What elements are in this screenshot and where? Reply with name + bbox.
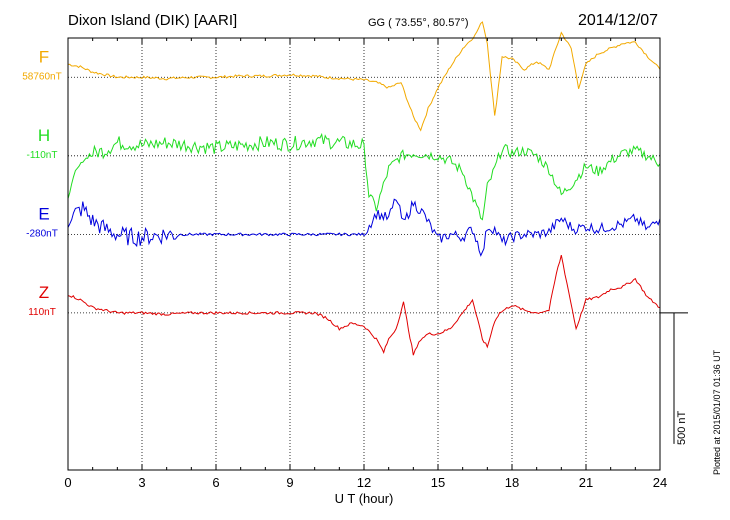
x-tick-label: 9 <box>286 475 293 490</box>
series-label-h: H <box>38 126 50 145</box>
geographic-coordinates: GG ( 73.55°, 80.57°) <box>368 17 469 29</box>
series-label-e: E <box>38 204 49 223</box>
series-label-z: Z <box>39 283 49 302</box>
baseline-value-h: -110nT <box>27 150 58 161</box>
x-axis-title: U T (hour) <box>335 491 394 506</box>
series-layer: F 58760nT H -110nT E -280nT Z 110nT <box>22 21 661 356</box>
x-tick-label: 24 <box>653 475 667 490</box>
series-label-f: F <box>39 47 49 66</box>
station-title: Dixon Island (DIK) [AARI] <box>68 12 238 29</box>
series-line-z <box>67 254 661 356</box>
baseline-value-e: -280nT <box>26 228 58 239</box>
series-line-e <box>67 198 661 257</box>
axes: 0 3 6 9 12 15 18 21 24 U T (hour) <box>64 37 688 506</box>
x-tick-label: 15 <box>431 475 445 490</box>
series-line-f <box>67 21 661 132</box>
date-label: 2014/12/07 <box>578 12 659 29</box>
scale-bar-label: 500 nT <box>676 410 688 445</box>
x-tick-label: 18 <box>505 475 519 490</box>
baseline-value-f: 58760nT <box>22 71 61 82</box>
baseline-value-z: 110nT <box>28 307 56 318</box>
x-tick-label: 12 <box>357 475 371 490</box>
grid-lines <box>68 38 660 470</box>
x-tick-label: 6 <box>212 475 219 490</box>
x-tick-label: 21 <box>579 475 593 490</box>
x-tick-label: 0 <box>64 475 71 490</box>
series-line-h <box>67 132 661 221</box>
x-tick-label: 3 <box>138 475 145 490</box>
plotted-timestamp: Plotted at 2015/01/07 01:36 UT <box>712 349 722 475</box>
